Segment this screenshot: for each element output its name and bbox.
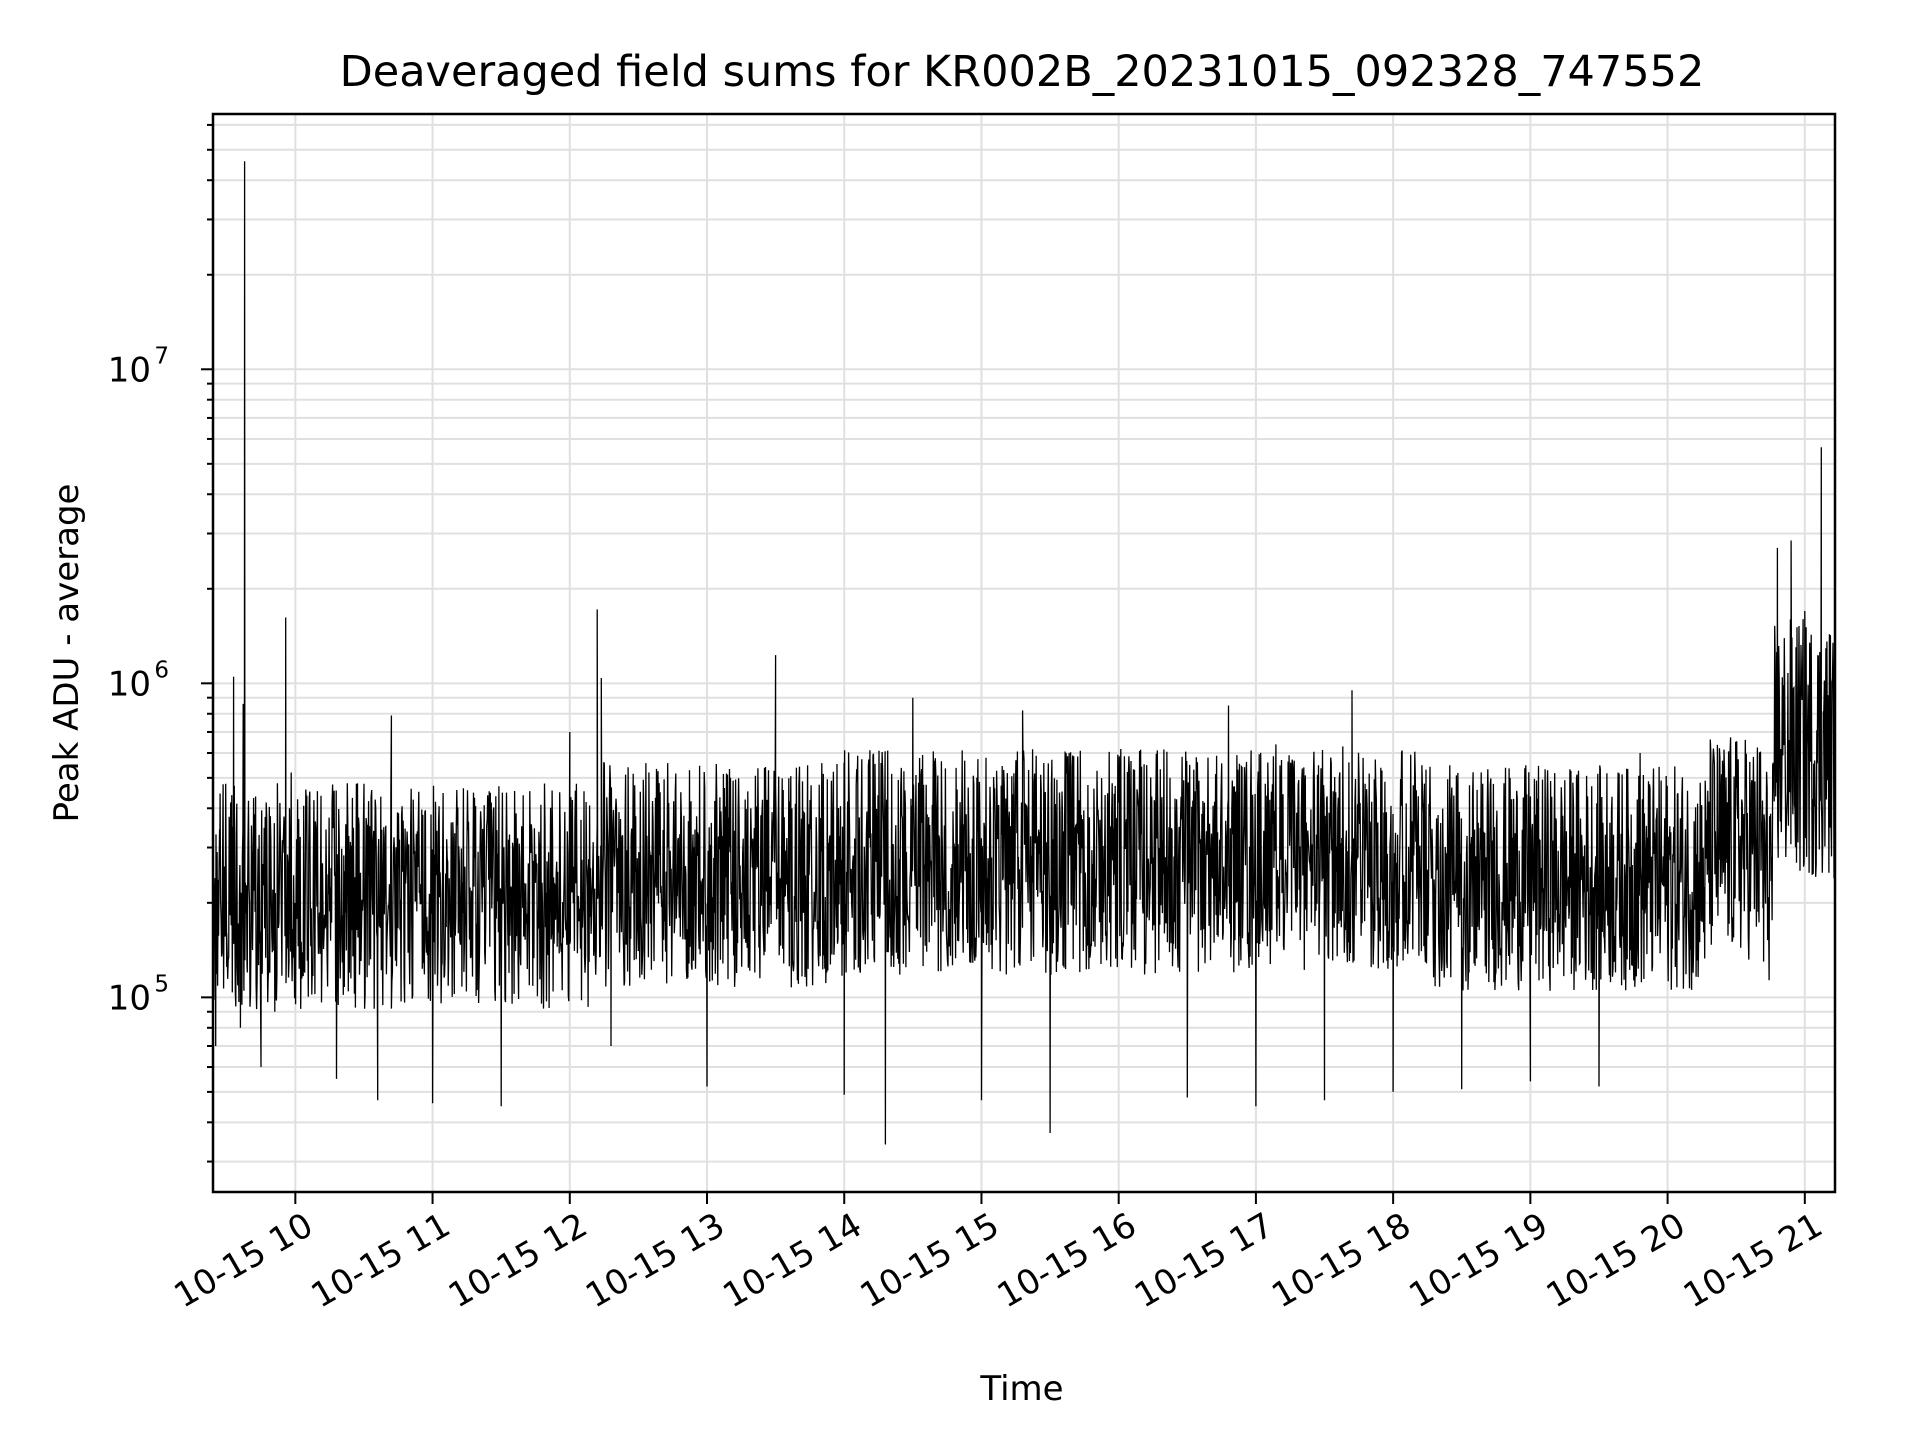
y-tick-label: 10	[108, 978, 151, 1018]
y-tick-exponent: 7	[154, 343, 169, 369]
x-tick-label: 10-15 13	[579, 1205, 731, 1316]
x-tick-label: 10-15 12	[442, 1205, 594, 1316]
x-axis-label: Time	[979, 1369, 1063, 1409]
x-tick-label: 10-15 14	[716, 1205, 868, 1316]
y-tick-base: 10	[108, 664, 151, 704]
x-tick-label: 10-15 21	[1677, 1205, 1829, 1316]
x-tick-label: 10-15 11	[305, 1205, 457, 1316]
y-tick-base: 10	[108, 350, 151, 390]
y-tick-base: 10	[108, 978, 151, 1018]
x-tick-label: 10-15 17	[1128, 1205, 1280, 1316]
series-line	[212, 161, 1836, 1145]
x-tick-label: 10-15 20	[1540, 1205, 1692, 1316]
y-tick-label: 10	[108, 664, 151, 704]
chart-title: Deaveraged field sums for KR002B_2023101…	[340, 47, 1705, 97]
ticks	[201, 123, 1806, 1204]
x-tick-label: 10-15 16	[991, 1205, 1143, 1316]
grid	[213, 114, 1835, 1192]
x-tick-label: 10-15 18	[1265, 1205, 1417, 1316]
y-tick-exponent: 5	[154, 971, 169, 997]
x-tick-label: 10-15 19	[1402, 1205, 1554, 1316]
y-tick-label: 10	[108, 350, 151, 390]
series-line-group	[212, 161, 1836, 1145]
y-tick-exponent: 6	[154, 657, 169, 683]
plot-frame	[211, 112, 1837, 1194]
x-tick-label: 10-15 15	[854, 1205, 1006, 1316]
y-axis-label: Peak ADU - average	[47, 484, 87, 823]
x-tick-label: 10-15 10	[167, 1205, 319, 1316]
